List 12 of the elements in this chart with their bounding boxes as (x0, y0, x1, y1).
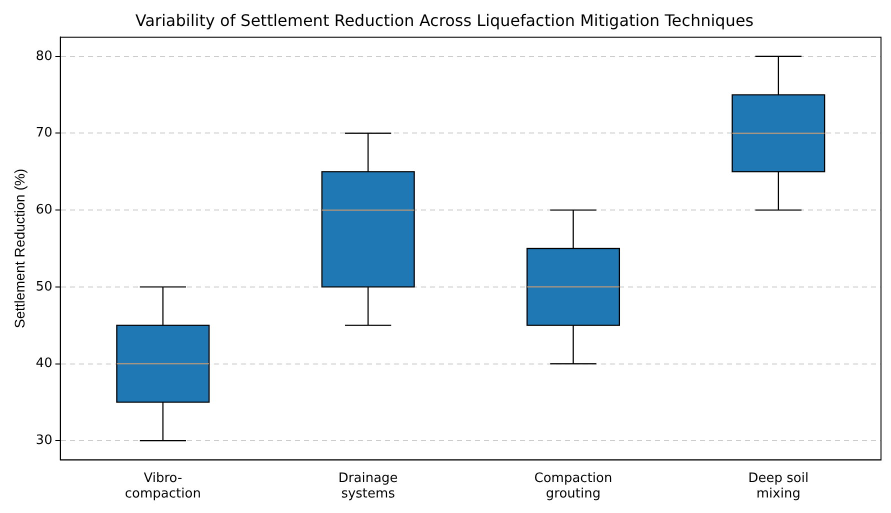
x-tick-label: Drainage systems (338, 470, 398, 502)
y-tick-label: 80 (36, 48, 52, 64)
y-tick-label: 60 (36, 202, 52, 218)
y-axis-title: Settlement Reduction (%) (11, 168, 28, 328)
y-tick-label: 70 (36, 126, 52, 141)
y-tick-label: 50 (36, 279, 52, 294)
x-tick-label: Deep soil mixing (748, 470, 809, 502)
y-tick-label: 30 (36, 432, 52, 448)
chart-title: Variability of Settlement Reduction Across Liquefaction Mitigation Techniques (135, 10, 754, 30)
y-tick-label: 40 (36, 356, 52, 372)
x-tick-label: Compaction grouting (534, 470, 612, 502)
x-tick-label: Vibro- compaction (124, 470, 201, 502)
